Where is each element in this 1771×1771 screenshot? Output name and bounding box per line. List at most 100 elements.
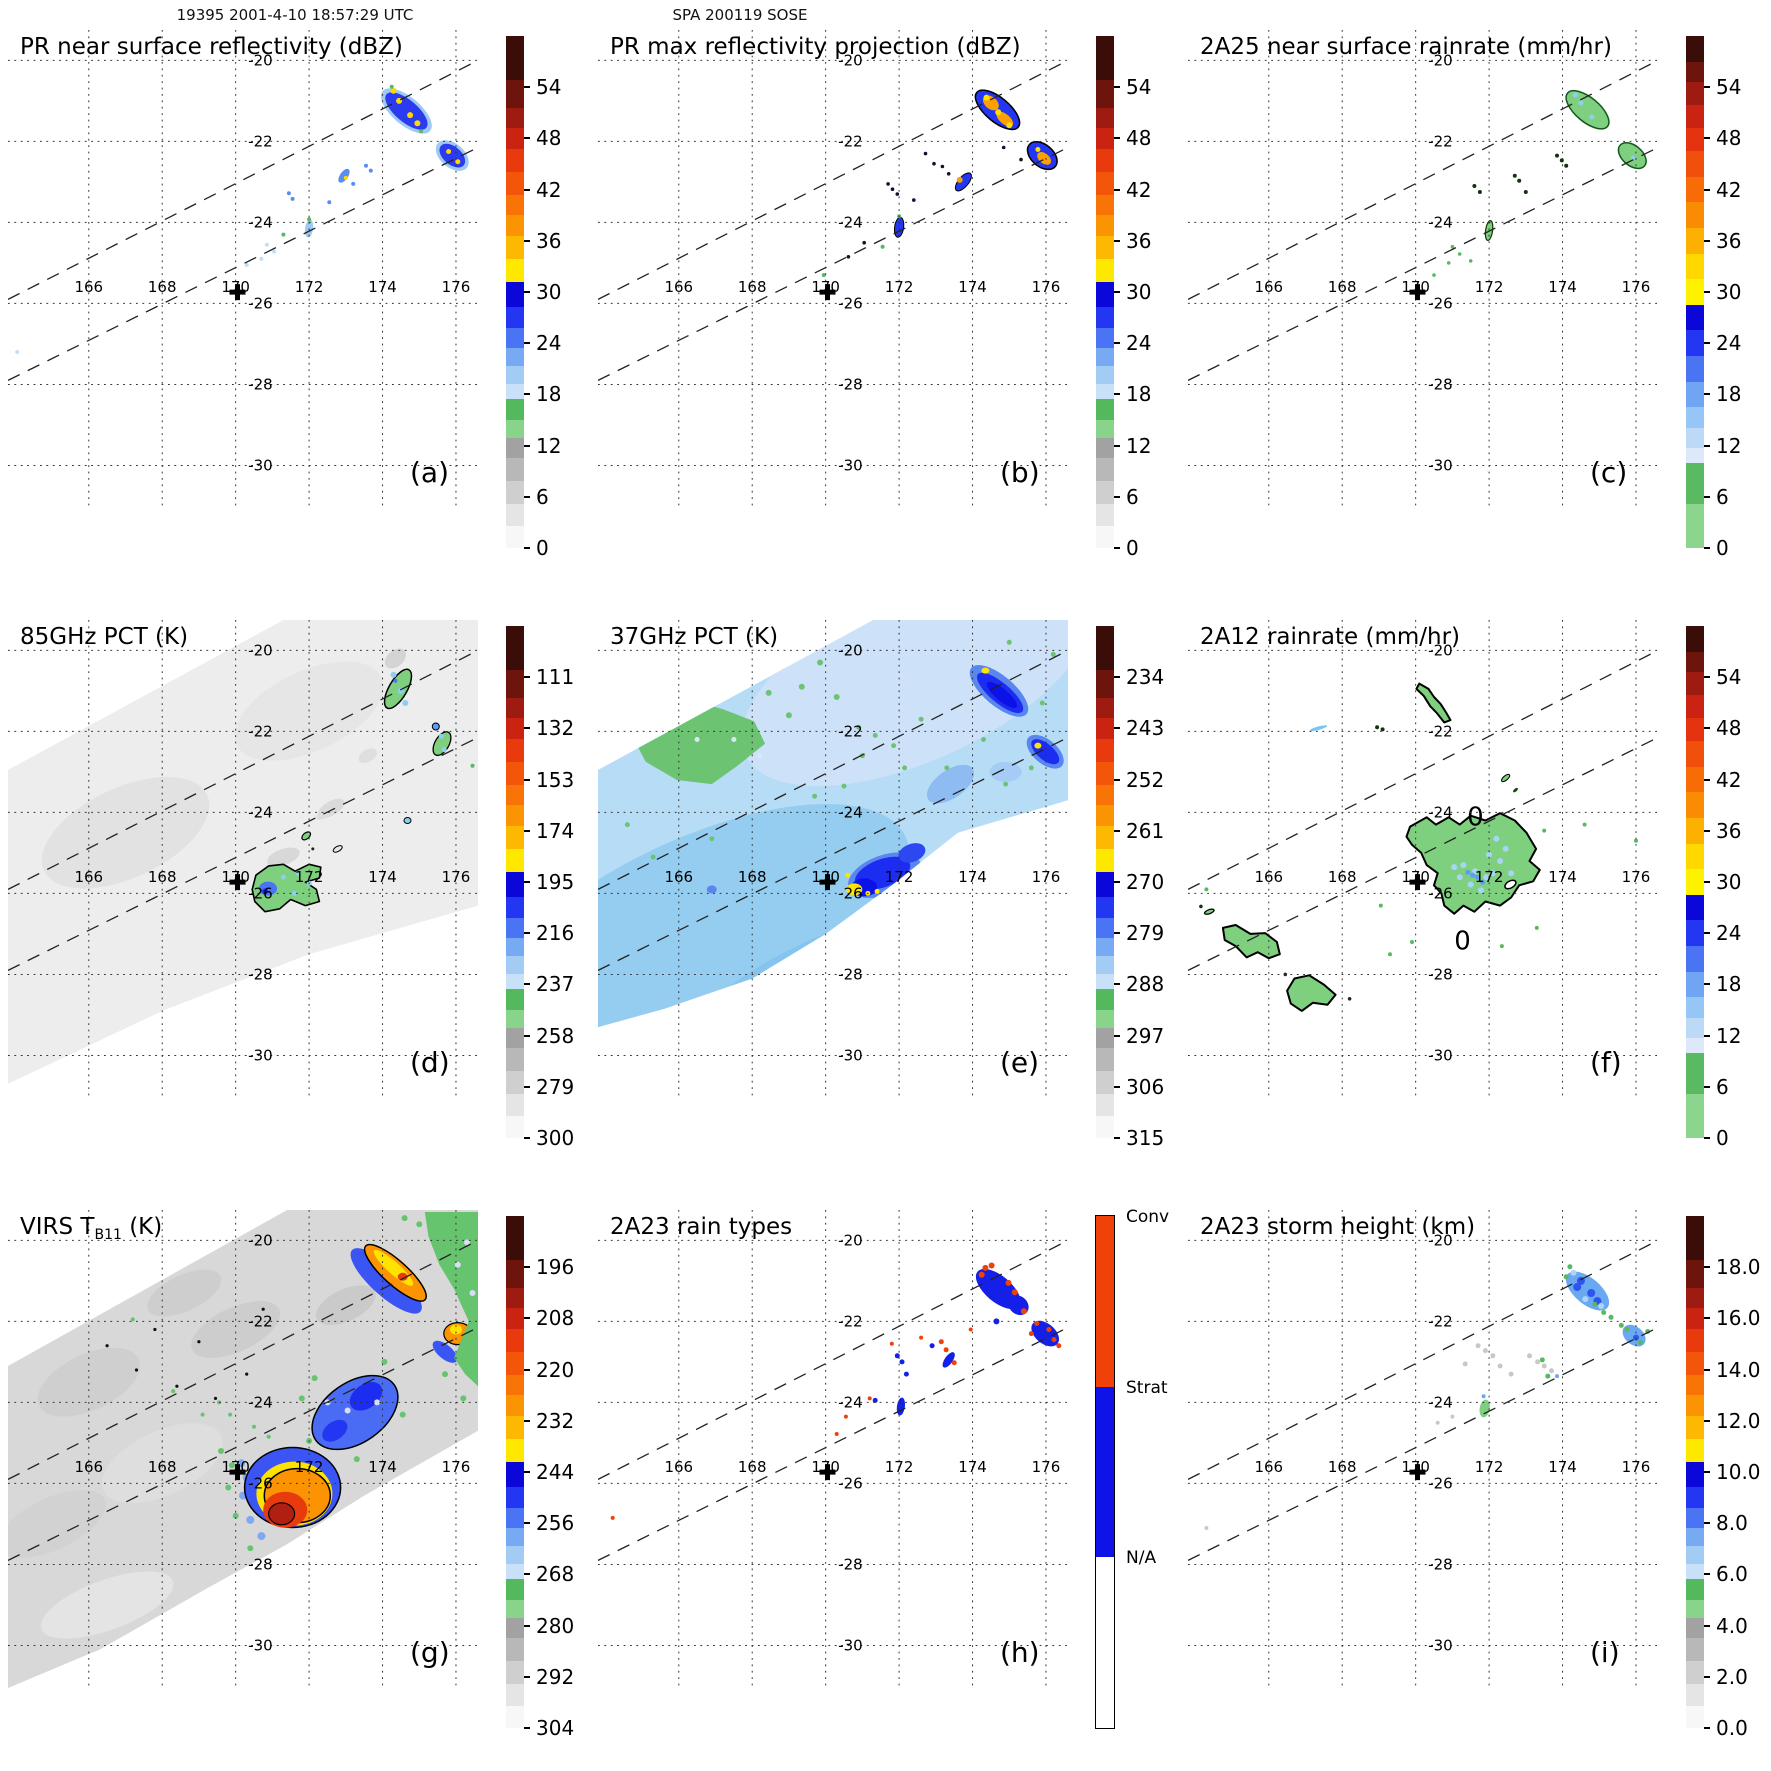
colorbar-tick bbox=[1114, 727, 1120, 730]
colorbar-tick bbox=[524, 1419, 530, 1422]
center-plus-marker bbox=[1409, 874, 1426, 891]
colorbar-label: 0.0 bbox=[1716, 1716, 1748, 1740]
svg-text:174: 174 bbox=[1548, 868, 1577, 886]
svg-text:-24: -24 bbox=[1428, 1393, 1453, 1411]
panel-letter: (e) bbox=[1000, 1046, 1039, 1079]
colorbar-tick bbox=[1704, 291, 1710, 293]
colorbar-label: 24 bbox=[536, 331, 562, 356]
colorbar-tick bbox=[1704, 932, 1710, 935]
colorbar-tick bbox=[524, 1137, 530, 1139]
panel-letter: (h) bbox=[1000, 1636, 1040, 1669]
colorbar-label: 279 bbox=[536, 1074, 575, 1099]
panel-title: 85GHz PCT (K) bbox=[20, 624, 188, 650]
colorbar-tick bbox=[1114, 881, 1120, 883]
center-plus-marker bbox=[819, 284, 836, 301]
svg-text:176: 176 bbox=[1622, 868, 1651, 886]
colorbar-tick bbox=[1114, 547, 1120, 549]
svg-text:174: 174 bbox=[958, 1458, 987, 1476]
colorbar-tick bbox=[1704, 1624, 1710, 1627]
colorbar-a bbox=[506, 36, 524, 548]
colorbar-label: 18.0 bbox=[1716, 1255, 1761, 1280]
svg-text:0: 0 bbox=[1467, 802, 1484, 832]
colorbar-tick bbox=[1704, 881, 1710, 883]
colorbar-label: 153 bbox=[536, 767, 575, 792]
svg-text:-30: -30 bbox=[1428, 456, 1453, 474]
colorbar-tick bbox=[524, 778, 530, 781]
swath-band bbox=[8, 620, 478, 1084]
svg-text:-22: -22 bbox=[838, 722, 863, 740]
svg-text:166: 166 bbox=[664, 278, 693, 296]
svg-text:-20: -20 bbox=[248, 1231, 273, 1249]
colorbar-tick bbox=[1704, 393, 1710, 396]
colorbar-label: 280 bbox=[536, 1613, 575, 1638]
colorbar-tick bbox=[1114, 137, 1120, 140]
colorbar-tick bbox=[524, 881, 530, 883]
colorbar-label: 48 bbox=[1716, 716, 1742, 741]
colorbar-label: 36 bbox=[536, 228, 562, 253]
panel-letter: (d) bbox=[410, 1046, 450, 1079]
colorbar-label: 0 bbox=[536, 536, 549, 560]
swath-features bbox=[598, 620, 1068, 1028]
svg-text:-26: -26 bbox=[1428, 1474, 1453, 1492]
svg-text:168: 168 bbox=[1328, 868, 1357, 886]
colorbar-label: 288 bbox=[1126, 972, 1165, 997]
map-h: 166168170172174176-20-22-24-26-28-302A23… bbox=[598, 1210, 1068, 1688]
svg-text:-28: -28 bbox=[838, 1555, 863, 1573]
svg-text:168: 168 bbox=[738, 278, 767, 296]
svg-text:-26: -26 bbox=[838, 884, 863, 902]
svg-text:-22: -22 bbox=[838, 1312, 863, 1330]
colorbar-tick bbox=[1114, 932, 1120, 935]
colorbar-c bbox=[1686, 36, 1704, 548]
panel-i: 166168170172174176-20-22-24-26-28-302A23… bbox=[1180, 1180, 1770, 1770]
colorbar-tick bbox=[1704, 1368, 1710, 1371]
svg-text:-30: -30 bbox=[248, 1046, 273, 1064]
panel-g: 166168170172174176-20-22-24-26-28-30VIRS… bbox=[0, 1180, 590, 1770]
colorbar-tick bbox=[524, 1034, 530, 1037]
svg-text:168: 168 bbox=[1328, 1458, 1357, 1476]
colorbar-label: 18 bbox=[536, 382, 562, 407]
colorbar-tick bbox=[524, 291, 530, 293]
svg-text:-20: -20 bbox=[838, 51, 863, 69]
colorbar-tick bbox=[1704, 86, 1710, 89]
colorbar-label: 8.0 bbox=[1716, 1511, 1748, 1536]
svg-text:172: 172 bbox=[295, 1458, 324, 1476]
svg-text:-22: -22 bbox=[248, 1312, 273, 1330]
colorbar-label: 12 bbox=[1126, 433, 1152, 458]
svg-text:174: 174 bbox=[1548, 1458, 1577, 1476]
colorbar-tick bbox=[1704, 1419, 1710, 1422]
colorbar-label: 304 bbox=[536, 1716, 575, 1740]
latlon-grid bbox=[8, 1210, 478, 1688]
colorbar-tick bbox=[524, 495, 530, 498]
colorbar-label: 270 bbox=[1126, 870, 1165, 894]
colorbar-tick bbox=[524, 727, 530, 730]
colorbar-tick bbox=[1704, 727, 1710, 730]
colorbar-i bbox=[1686, 1216, 1704, 1728]
colorbar-tick bbox=[524, 342, 530, 345]
colorbar-label: 48 bbox=[536, 126, 562, 151]
panel-title: 2A23 storm height (km) bbox=[1200, 1214, 1475, 1240]
colorbar-tick bbox=[1114, 188, 1120, 191]
panel-letter: (g) bbox=[410, 1636, 450, 1669]
colorbar-tick bbox=[1114, 86, 1120, 89]
panel-e: 166168170172174176-20-22-24-26-28-3037GH… bbox=[590, 590, 1180, 1180]
colorbar-tick bbox=[1114, 495, 1120, 498]
colorbar-label: 24 bbox=[1716, 331, 1742, 356]
colorbar-label: 18 bbox=[1716, 972, 1742, 997]
svg-text:-28: -28 bbox=[248, 375, 273, 393]
latlon-grid bbox=[598, 30, 1068, 508]
svg-text:168: 168 bbox=[148, 868, 177, 886]
svg-text:-28: -28 bbox=[1428, 1555, 1453, 1573]
colorbar-label: 36 bbox=[1126, 228, 1152, 253]
colorbar-label: 24 bbox=[1716, 921, 1742, 946]
latlon-grid bbox=[8, 620, 478, 1098]
colorbar-tick bbox=[1704, 1034, 1710, 1037]
map-f: 00166168170172174176-20-22-24-26-28-302A… bbox=[1188, 620, 1658, 1098]
colorbar-tick bbox=[1114, 983, 1120, 986]
map-e: 166168170172174176-20-22-24-26-28-3037GH… bbox=[598, 620, 1068, 1098]
colorbar-tick bbox=[524, 1727, 530, 1729]
svg-text:0: 0 bbox=[1454, 926, 1471, 956]
colorbar-tick bbox=[524, 1266, 530, 1269]
